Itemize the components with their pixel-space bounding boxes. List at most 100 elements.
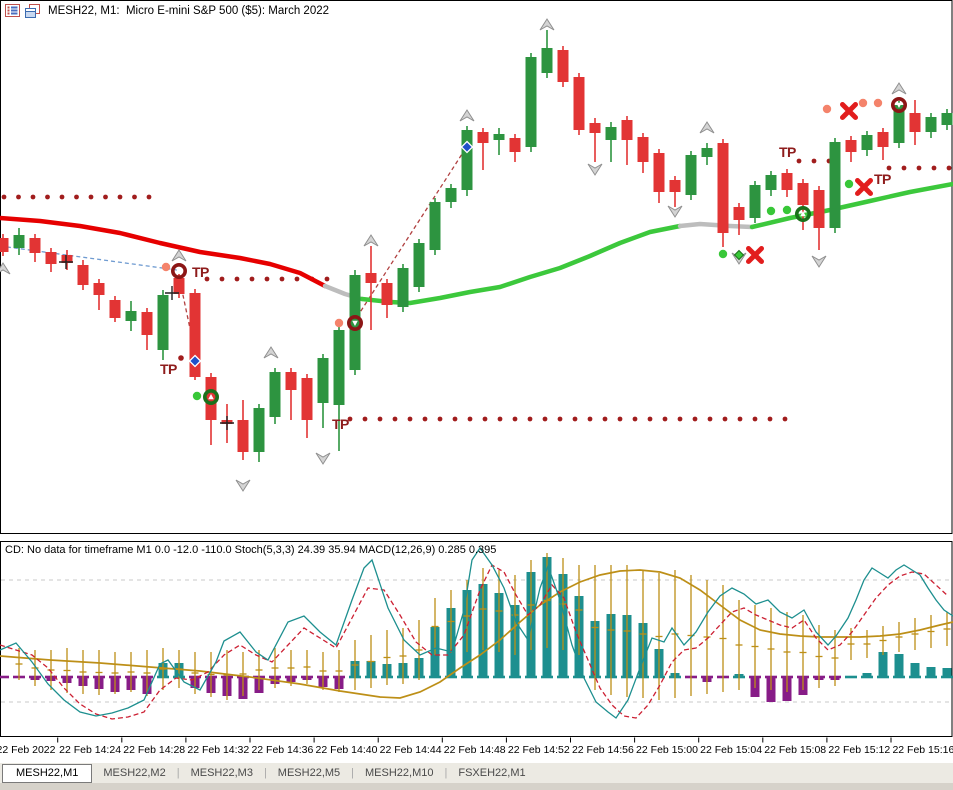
tp-dotted-line-dot bbox=[587, 416, 593, 422]
down-arrow-icon bbox=[811, 255, 827, 268]
candle-body bbox=[909, 113, 921, 132]
candle-body bbox=[157, 295, 169, 350]
tab-separator: | bbox=[176, 767, 180, 779]
candle-body bbox=[877, 132, 889, 147]
candle-body bbox=[765, 175, 777, 190]
tp-dotted-line-dot bbox=[602, 416, 608, 422]
tab-mesh22-m1[interactable]: MESH22,M1 bbox=[2, 763, 93, 783]
moving-average-line bbox=[0, 215, 328, 289]
tab-mesh22-m3[interactable]: MESH22,M3 bbox=[190, 767, 253, 779]
candle-body bbox=[813, 190, 825, 228]
candle-body bbox=[429, 202, 441, 250]
time-axis-label: 22 Feb 14:56 bbox=[571, 744, 634, 756]
chart-windows-icon[interactable] bbox=[25, 3, 40, 18]
candle-body bbox=[93, 283, 105, 295]
tp-dotted-line-dot bbox=[707, 416, 713, 422]
candle-body bbox=[685, 155, 697, 195]
macd-histogram-bar bbox=[910, 663, 920, 677]
tp-dotted-line-dot bbox=[497, 416, 503, 422]
up-arrow-icon bbox=[459, 109, 475, 122]
sell-ring-arrow bbox=[176, 268, 182, 274]
candle-body bbox=[893, 105, 905, 143]
chart-titlebar: MESH22, M1: Micro E-mini S&P 500 ($5): M… bbox=[0, 0, 953, 21]
moving-average-line bbox=[749, 181, 953, 230]
tp-dotted-line-dot bbox=[752, 416, 758, 422]
salmon-dot bbox=[161, 262, 171, 272]
candle-body bbox=[621, 120, 633, 140]
candle-body bbox=[173, 278, 185, 294]
salmon-dot bbox=[822, 104, 832, 114]
green-dot bbox=[844, 179, 854, 189]
candle-body bbox=[605, 127, 617, 140]
tp-dotted-line-dot bbox=[437, 416, 443, 422]
cross-marker bbox=[220, 416, 234, 430]
up-arrow-icon bbox=[171, 249, 187, 262]
candle-body bbox=[589, 123, 601, 133]
buy-ring-arrow bbox=[208, 394, 214, 400]
green-dot bbox=[766, 206, 776, 216]
down-arrow-icon bbox=[587, 163, 603, 176]
macd-histogram-bar bbox=[942, 668, 952, 677]
candle-body bbox=[333, 330, 345, 405]
moving-average-line bbox=[677, 221, 755, 230]
candle-body bbox=[733, 207, 745, 220]
tab-mesh22-m2[interactable]: MESH22,M2 bbox=[103, 767, 166, 779]
list-icon[interactable] bbox=[5, 4, 20, 17]
candle-body bbox=[237, 420, 249, 452]
tp-dotted-line-dot bbox=[647, 416, 653, 422]
up-arrow-icon bbox=[363, 234, 379, 247]
green-diamond-marker bbox=[733, 249, 745, 261]
tp-dotted-line-dot bbox=[662, 416, 668, 422]
candle-body bbox=[413, 243, 425, 287]
tp-dotted-line-dot bbox=[45, 194, 50, 200]
candle-body bbox=[573, 77, 585, 130]
dark-red-dot bbox=[178, 355, 184, 361]
candle-body bbox=[109, 300, 121, 318]
tp-dotted-line-dot bbox=[557, 416, 563, 422]
candle-body bbox=[365, 273, 377, 283]
tab-mesh22-m5[interactable]: MESH22,M5 bbox=[277, 767, 341, 779]
stochastic-k-line bbox=[0, 546, 953, 719]
candle-body bbox=[285, 372, 297, 390]
tp-dotted-line-dot bbox=[467, 416, 473, 422]
tab-fsxeh22-m1[interactable]: FSXEH22,M1 bbox=[458, 767, 526, 779]
tp-dotted-line-dot bbox=[946, 165, 952, 171]
tp-dotted-line-dot bbox=[234, 276, 240, 282]
stochastic-d-line bbox=[0, 564, 949, 720]
macd-histogram-bar bbox=[862, 673, 872, 677]
tp-dotted-line-dot bbox=[132, 194, 137, 200]
tp-dotted-line-dot bbox=[103, 194, 108, 200]
candle-body bbox=[717, 143, 729, 233]
time-axis-label: 22 Feb 14:36 bbox=[251, 744, 314, 756]
candle-body bbox=[829, 142, 841, 228]
cross-marker bbox=[59, 255, 73, 269]
time-axis-label: 22 Feb 15:16 bbox=[892, 744, 953, 756]
time-axis-label: 22 Feb 14:52 bbox=[507, 744, 570, 756]
tab-mesh22-m10[interactable]: MESH22,M10 bbox=[365, 767, 434, 779]
tp-dotted-line-dot bbox=[632, 416, 638, 422]
tp-dotted-line-dot bbox=[737, 416, 743, 422]
tp-dotted-line-dot bbox=[88, 194, 94, 200]
time-axis[interactable]: 22 Feb 2022 22 Feb 14:24 22 Feb 14:28 22 Fe… bbox=[0, 742, 953, 760]
up-arrow-icon bbox=[699, 121, 715, 134]
tp-dotted-line-dot bbox=[542, 416, 548, 422]
sell-ring-arrow bbox=[896, 102, 902, 108]
time-axis-label: 22 Feb 15:12 bbox=[828, 744, 891, 756]
signal-line bbox=[0, 569, 953, 699]
tp-dotted-line-dot bbox=[362, 416, 368, 422]
candle-body bbox=[45, 252, 57, 264]
up-arrow-icon bbox=[891, 82, 907, 95]
tp-dotted-line-dot bbox=[204, 276, 210, 282]
tp-dotted-line-dot bbox=[722, 416, 728, 422]
macd-histogram-bar bbox=[894, 654, 904, 677]
up-arrow-icon bbox=[539, 18, 555, 31]
candle-body bbox=[125, 311, 137, 321]
candle-body bbox=[381, 283, 393, 305]
tp-dotted-line-dot bbox=[901, 165, 907, 171]
sell-ring-arrow bbox=[352, 320, 358, 326]
tp-dotted-line-dot bbox=[782, 416, 788, 422]
tab-separator: | bbox=[351, 767, 355, 779]
tp-dotted-line-dot bbox=[59, 194, 65, 200]
